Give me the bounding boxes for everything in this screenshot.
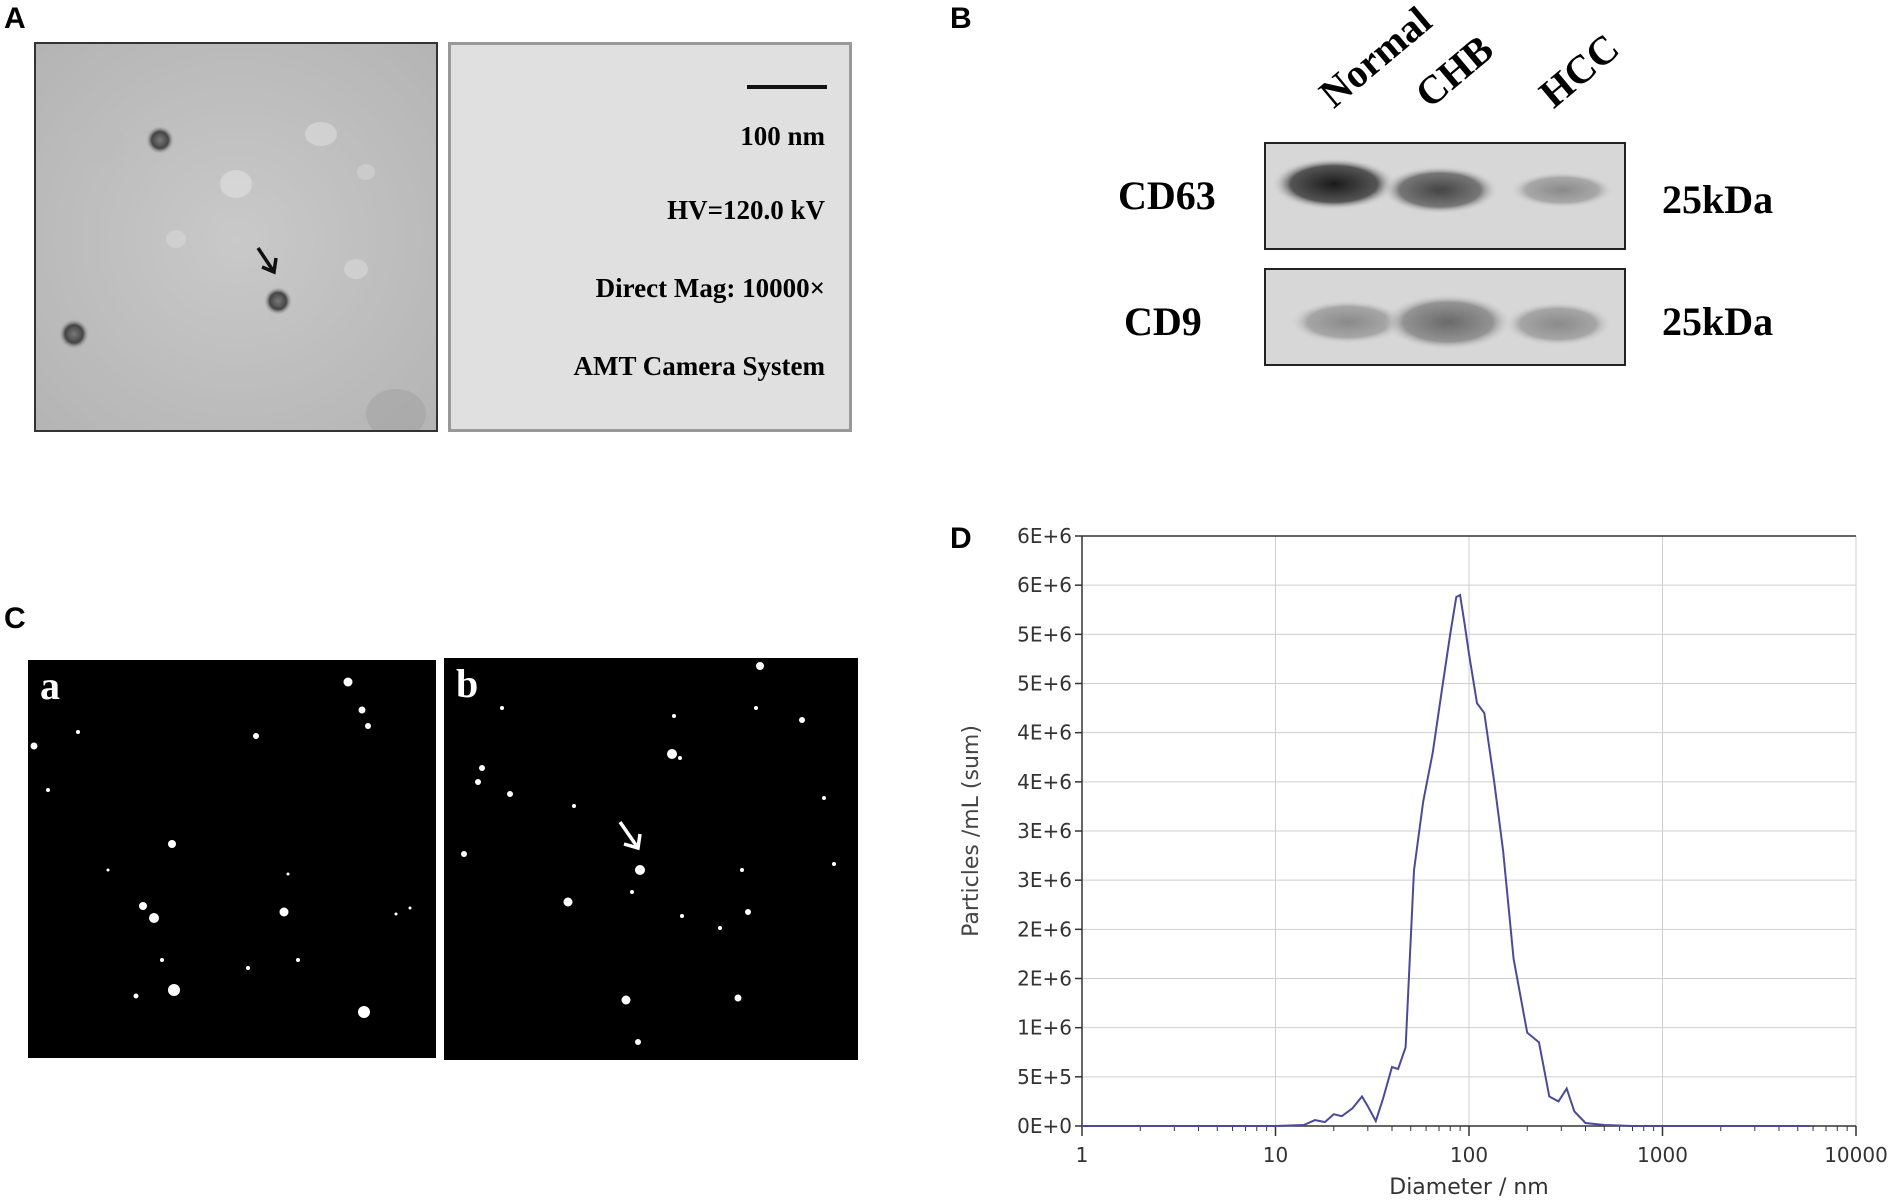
y-tick-label: 1E+6 [1017,1016,1072,1040]
vesicle [146,126,174,154]
y-tick-label: 4E+6 [1017,770,1072,794]
scale-bar [747,85,827,89]
tem-micrograph-graphic [36,44,436,430]
nta-image-a: a [28,660,436,1058]
x-axis-label: Diameter / nm [1389,1175,1548,1200]
y-tick-label: 5E+6 [1017,672,1072,696]
blot-cd63-bands [1272,158,1614,214]
size-distribution-chart: 0E+0 5E+5 1E+6 2E+6 2E+6 3E+6 3E+6 4E+6 4E+6 5E+6… [959,524,1888,1200]
nta-particles-b [461,662,836,1045]
x-tick-label: 10 [1263,1143,1288,1167]
x-tick-label: 1000 [1637,1143,1688,1167]
panel-label-a: A [4,2,26,35]
y-tick-label: 2E+6 [1017,967,1072,991]
marker-label-cd63: CD63 [1118,173,1216,218]
y-tick-label: 4E+6 [1017,721,1072,745]
magnification-label: Direct Mag: 10000× [595,273,825,303]
blot-cd9-bands [1290,294,1612,350]
nta-image-b: b [444,658,858,1060]
series-line [1082,593,1811,1127]
panel-label-c: C [4,602,26,635]
panel-label-d: D [950,522,972,555]
tem-info-box: 100 nm HV=120.0 kV Direct Mag: 10000× AM… [448,42,852,432]
y-axis-label: Particles /mL (sum) [959,725,984,937]
x-tick-label: 1 [1076,1143,1089,1167]
arrow-icon [256,247,278,275]
y-tick-labels: 0E+0 5E+5 1E+6 2E+6 2E+6 3E+6 3E+6 4E+6 4E+6 5E+6… [1017,524,1072,1138]
y-tick-label: 6E+6 [1017,524,1072,548]
y-tick-label: 0E+0 [1017,1114,1072,1138]
subpanel-label-a: a [40,663,60,708]
vesicle [264,287,292,315]
lane-label-hcc: HCC [1530,24,1628,117]
voltage-label: HV=120.0 kV [667,195,825,225]
y-tick-label: 3E+6 [1017,819,1072,843]
y-tick-label: 6E+6 [1017,573,1072,597]
x-tick-label: 10000 [1824,1143,1888,1167]
chart-grid [1082,535,1857,1126]
tem-micrograph [34,42,438,432]
x-tick-labels: 1 10 100 1000 10000 [1076,1143,1888,1167]
panel-label-b: B [950,2,972,35]
blot-cd9 [1264,268,1626,366]
size-label-cd63: 25kDa [1662,177,1774,222]
blot-cd63 [1264,142,1626,250]
x-tick-label: 100 [1450,1143,1488,1167]
vesicle [59,319,89,349]
y-tick-label: 2E+6 [1017,917,1072,941]
y-tick-label: 3E+6 [1017,868,1072,892]
arrow-icon [618,821,642,851]
size-label-cd9: 25kDa [1662,299,1774,344]
y-tick-label: 5E+5 [1017,1065,1072,1089]
y-tick-label: 5E+6 [1017,622,1072,646]
nta-particles-a [30,677,412,1018]
camera-label: AMT Camera System [573,351,825,381]
subpanel-label-b: b [456,661,479,706]
marker-label-cd9: CD9 [1124,299,1202,344]
scale-label: 100 nm [740,121,825,151]
